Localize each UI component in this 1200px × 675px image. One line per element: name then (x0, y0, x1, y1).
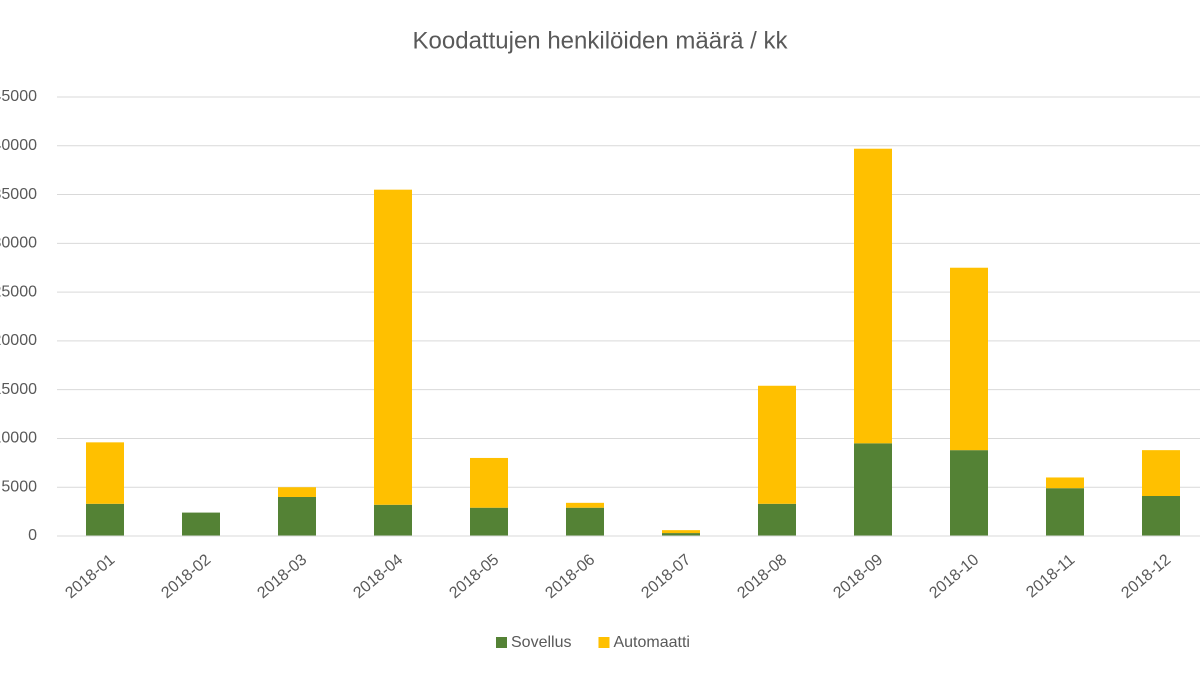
bar-segment (278, 496, 316, 536)
y-tick-label: 0 (28, 527, 37, 544)
bar-segment (854, 148, 892, 444)
bar-segment (758, 385, 796, 504)
bar-segment (86, 442, 124, 504)
bar-segment (1142, 450, 1180, 497)
bar-segment (566, 507, 604, 536)
bar-segment (758, 503, 796, 536)
y-tick-label: 35000 (0, 186, 37, 203)
legend-label: Sovellus (511, 634, 571, 651)
bar-segment (86, 503, 124, 536)
bar-segment (662, 530, 700, 534)
bar-segment (950, 450, 988, 536)
y-tick-label: 25000 (0, 283, 37, 300)
bar-segment (854, 443, 892, 536)
legend-swatch (496, 637, 507, 648)
legend-swatch (598, 637, 610, 648)
y-tick-label: 5000 (1, 478, 37, 495)
bar-segment (662, 533, 700, 536)
y-tick-label: 15000 (0, 381, 37, 398)
legend-label: Automaatti (613, 634, 689, 651)
y-tick-label: 20000 (0, 332, 37, 349)
bar-segment (374, 504, 412, 536)
bar-segment (1046, 477, 1084, 489)
chart-title: Koodattujen henkilöiden määrä / kk (413, 27, 789, 54)
y-tick-label: 30000 (0, 235, 37, 252)
bar-segment (470, 457, 508, 508)
bar-segment (278, 487, 316, 497)
bar-segment (950, 267, 988, 451)
bar-segment (1046, 488, 1084, 536)
y-tick-label: 40000 (0, 137, 37, 154)
bar-segment (470, 507, 508, 536)
bar-segment (1142, 496, 1180, 536)
y-tick-label: 10000 (0, 430, 37, 447)
bar-segment (566, 502, 604, 508)
y-tick-label: 45000 (0, 88, 37, 105)
bar-segment (182, 512, 220, 536)
bar-segment (374, 189, 412, 505)
